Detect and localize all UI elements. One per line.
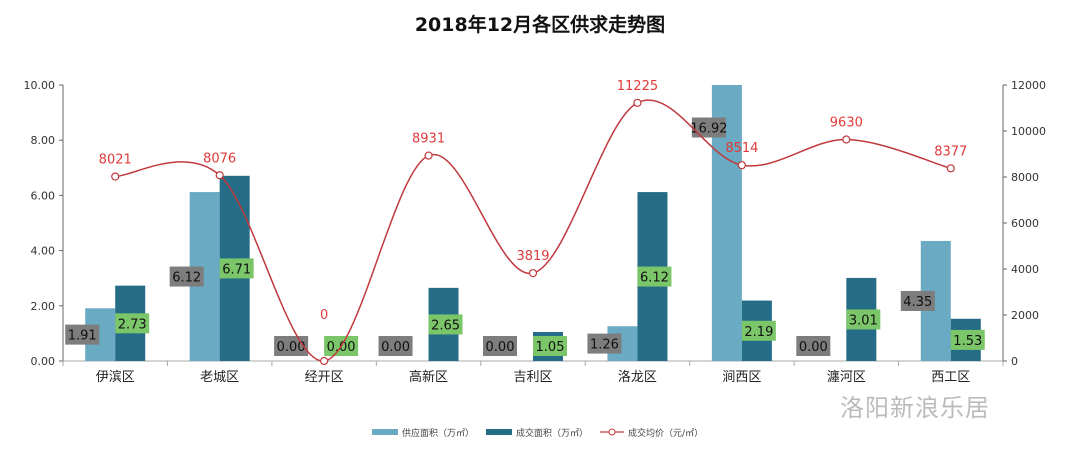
- deal-data-label: 6.71: [222, 262, 251, 277]
- x-tick-label: 老城区: [200, 370, 239, 385]
- supply-label-box: [483, 336, 517, 356]
- x-tick-label: 伊滨区: [96, 369, 135, 385]
- deal-data-label: 6.12: [640, 271, 669, 286]
- legend-swatch: [372, 429, 398, 435]
- supply-label-box: [169, 266, 204, 287]
- deal-data-label: 2.19: [744, 325, 773, 340]
- supply-data-label: 4.35: [903, 295, 932, 310]
- price-point: [215, 171, 224, 180]
- price-data-label: 8021: [99, 153, 132, 168]
- supply-data-label: 1.91: [68, 329, 97, 344]
- x-tick-label: 涧西区: [722, 370, 761, 385]
- supply-label-box: [900, 290, 935, 311]
- deal-label-box: [115, 313, 150, 334]
- legend-label: 成交均价（元/㎡）: [628, 427, 703, 439]
- deal-label-box: [637, 266, 672, 287]
- right-tick-label: 4000: [1011, 263, 1039, 276]
- price-point: [528, 269, 538, 278]
- deal-data-label: 3.01: [849, 313, 878, 328]
- supply-data-label: 0.00: [277, 340, 306, 355]
- deal-label-box: [219, 258, 254, 279]
- supply-data-label: 6.12: [172, 271, 201, 286]
- x-tick-label: 洛龙区: [618, 370, 657, 385]
- price-data-label: 8514: [725, 141, 758, 156]
- left-tick-label: 8.00: [31, 134, 56, 147]
- supply-label-box: [65, 324, 100, 345]
- x-tick-label: 西工区: [931, 370, 970, 385]
- price-data-label: 8931: [412, 132, 445, 147]
- legend-swatch: [486, 429, 513, 435]
- price-point: [842, 135, 851, 144]
- legend-label: 成交面积（万㎡）: [516, 427, 588, 439]
- supply-label-box: [378, 336, 413, 356]
- deal-data-label: 1.53: [953, 334, 982, 349]
- price-point: [737, 161, 746, 170]
- x-tick-label: 瀍河区: [827, 369, 866, 385]
- chart-title: 2018年12月各区供求走势图: [414, 14, 666, 36]
- deal-data-label: 2.65: [431, 318, 460, 333]
- supply-data-label: 0.00: [799, 340, 828, 355]
- price-data-label: 3819: [516, 249, 549, 264]
- left-tick-label: 10.00: [24, 79, 56, 92]
- x-tick-label: 高新区: [409, 369, 448, 385]
- deal-label-box: [533, 336, 567, 356]
- right-tick-label: 8000: [1011, 171, 1039, 184]
- price-point: [424, 151, 433, 160]
- legend-label: 供应面积（万㎡）: [402, 427, 474, 439]
- deal-label-box: [950, 329, 985, 350]
- deal-label-box: [428, 314, 463, 335]
- price-data-label: 8076: [203, 151, 236, 166]
- right-tick-label: 6000: [1011, 217, 1039, 230]
- right-tick-label: 10000: [1011, 125, 1046, 138]
- supply-data-label: 1.26: [590, 338, 619, 353]
- right-tick-label: 0: [1011, 355, 1018, 368]
- price-data-label: 8377: [934, 144, 967, 159]
- price-point: [946, 164, 955, 173]
- deal-label-box: [846, 309, 881, 330]
- right-tick-label: 2000: [1011, 309, 1039, 322]
- deal-label-box: [741, 320, 776, 341]
- left-tick-label: 4.00: [31, 245, 56, 258]
- x-tick-label: 经开区: [305, 370, 344, 385]
- legend-marker: [608, 428, 616, 436]
- deal-data-label: 2.73: [118, 317, 147, 332]
- supply-data-label: 16.92: [690, 122, 727, 137]
- price-data-label: 9630: [830, 116, 863, 131]
- left-tick-label: 0.00: [31, 355, 56, 368]
- deal-data-label: 1.05: [536, 340, 565, 355]
- x-tick-label: 吉利区: [513, 370, 552, 385]
- price-data-label: 11225: [617, 79, 658, 94]
- supply-label-box: [587, 333, 622, 354]
- price-point: [320, 356, 329, 366]
- price-data-label: 0: [320, 308, 328, 323]
- price-point: [633, 98, 642, 107]
- price-line: [115, 99, 951, 362]
- supply-label-box: [796, 336, 831, 356]
- right-tick-label: 12000: [1011, 79, 1046, 92]
- supply-data-label: 0.00: [486, 340, 515, 355]
- watermark: 洛阳新浪乐居: [840, 394, 990, 422]
- supply-data-label: 0.00: [381, 340, 410, 355]
- left-tick-label: 2.00: [31, 300, 56, 313]
- left-tick-label: 6.00: [31, 189, 56, 202]
- price-point: [111, 172, 120, 181]
- supply-label-box: [691, 117, 726, 138]
